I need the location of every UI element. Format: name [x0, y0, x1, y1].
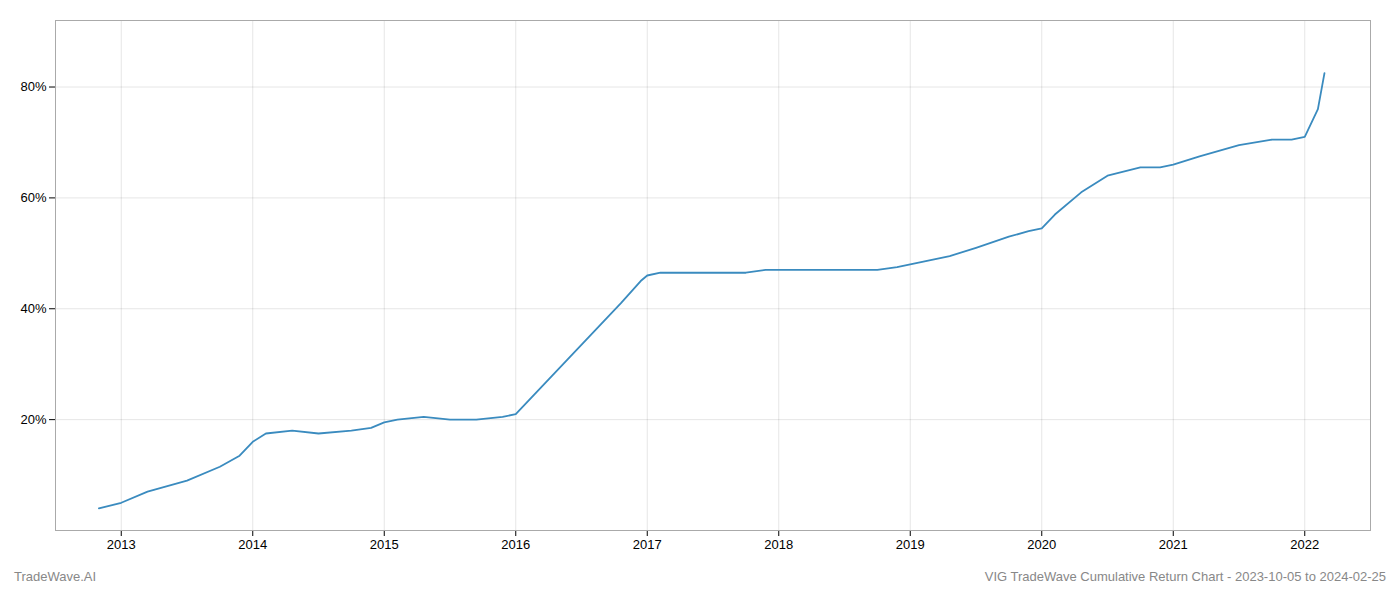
- svg-text:60%: 60%: [20, 190, 46, 205]
- svg-text:2018: 2018: [764, 537, 793, 552]
- svg-text:2020: 2020: [1027, 537, 1056, 552]
- svg-text:2019: 2019: [896, 537, 925, 552]
- svg-text:2017: 2017: [633, 537, 662, 552]
- html-text:TradeWave.AI: TradeWave.AI: [14, 569, 97, 584]
- svg-text:2013: 2013: [107, 537, 136, 552]
- svg-text:80%: 80%: [20, 79, 46, 94]
- svg-text:2022: 2022: [1290, 537, 1319, 552]
- svg-text:20%: 20%: [20, 412, 46, 427]
- svg-text:2015: 2015: [370, 537, 399, 552]
- svg-text:40%: 40%: [20, 301, 46, 316]
- html-text:VIG TradeWave Cumulative Retur: VIG TradeWave Cumulative Return Chart - …: [984, 569, 1386, 584]
- svg-text:2021: 2021: [1159, 537, 1188, 552]
- svg-text:2014: 2014: [238, 537, 267, 552]
- svg-text:2016: 2016: [501, 537, 530, 552]
